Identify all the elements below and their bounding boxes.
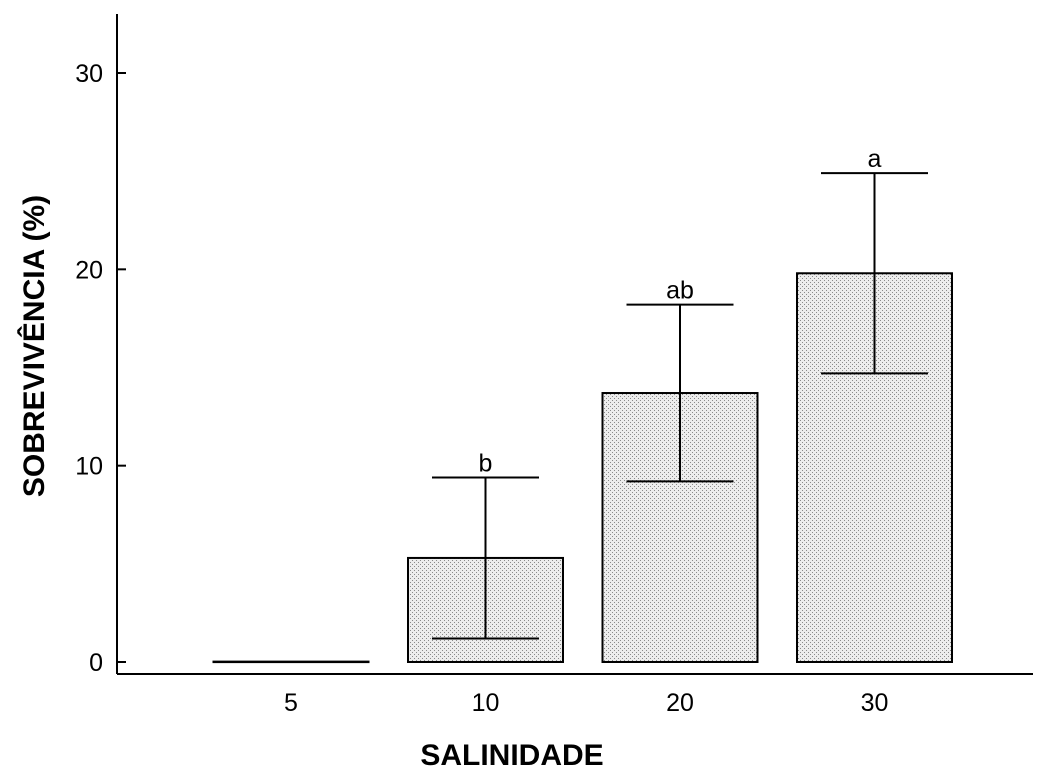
significance-label: ab [666,277,694,305]
x-tick-label: 20 [666,689,694,717]
y-tick-label: 20 [75,256,103,284]
y-ticks-group: 0 10 20 30 [75,60,126,677]
significance-label: b [479,449,493,477]
error-bars-group [432,172,928,640]
bars-group [212,272,953,664]
plot-area: b ab a [212,145,953,664]
bar [212,660,370,664]
x-ticks-group: 5 10 20 30 [284,689,888,717]
y-axis-title: SOBREVIVÊNCIA (%) [17,195,51,497]
significance-label: a [868,145,882,173]
x-tick-label: 10 [472,689,500,717]
x-axis-title: SALINIDADE [420,739,603,769]
y-tick-label: 30 [75,60,103,88]
x-tick-label: 5 [284,689,298,717]
x-tick-label: 30 [861,689,889,717]
y-tick-label: 10 [75,453,103,481]
y-tick-label: 0 [89,649,103,677]
significance-labels-group: b ab a [479,145,882,477]
